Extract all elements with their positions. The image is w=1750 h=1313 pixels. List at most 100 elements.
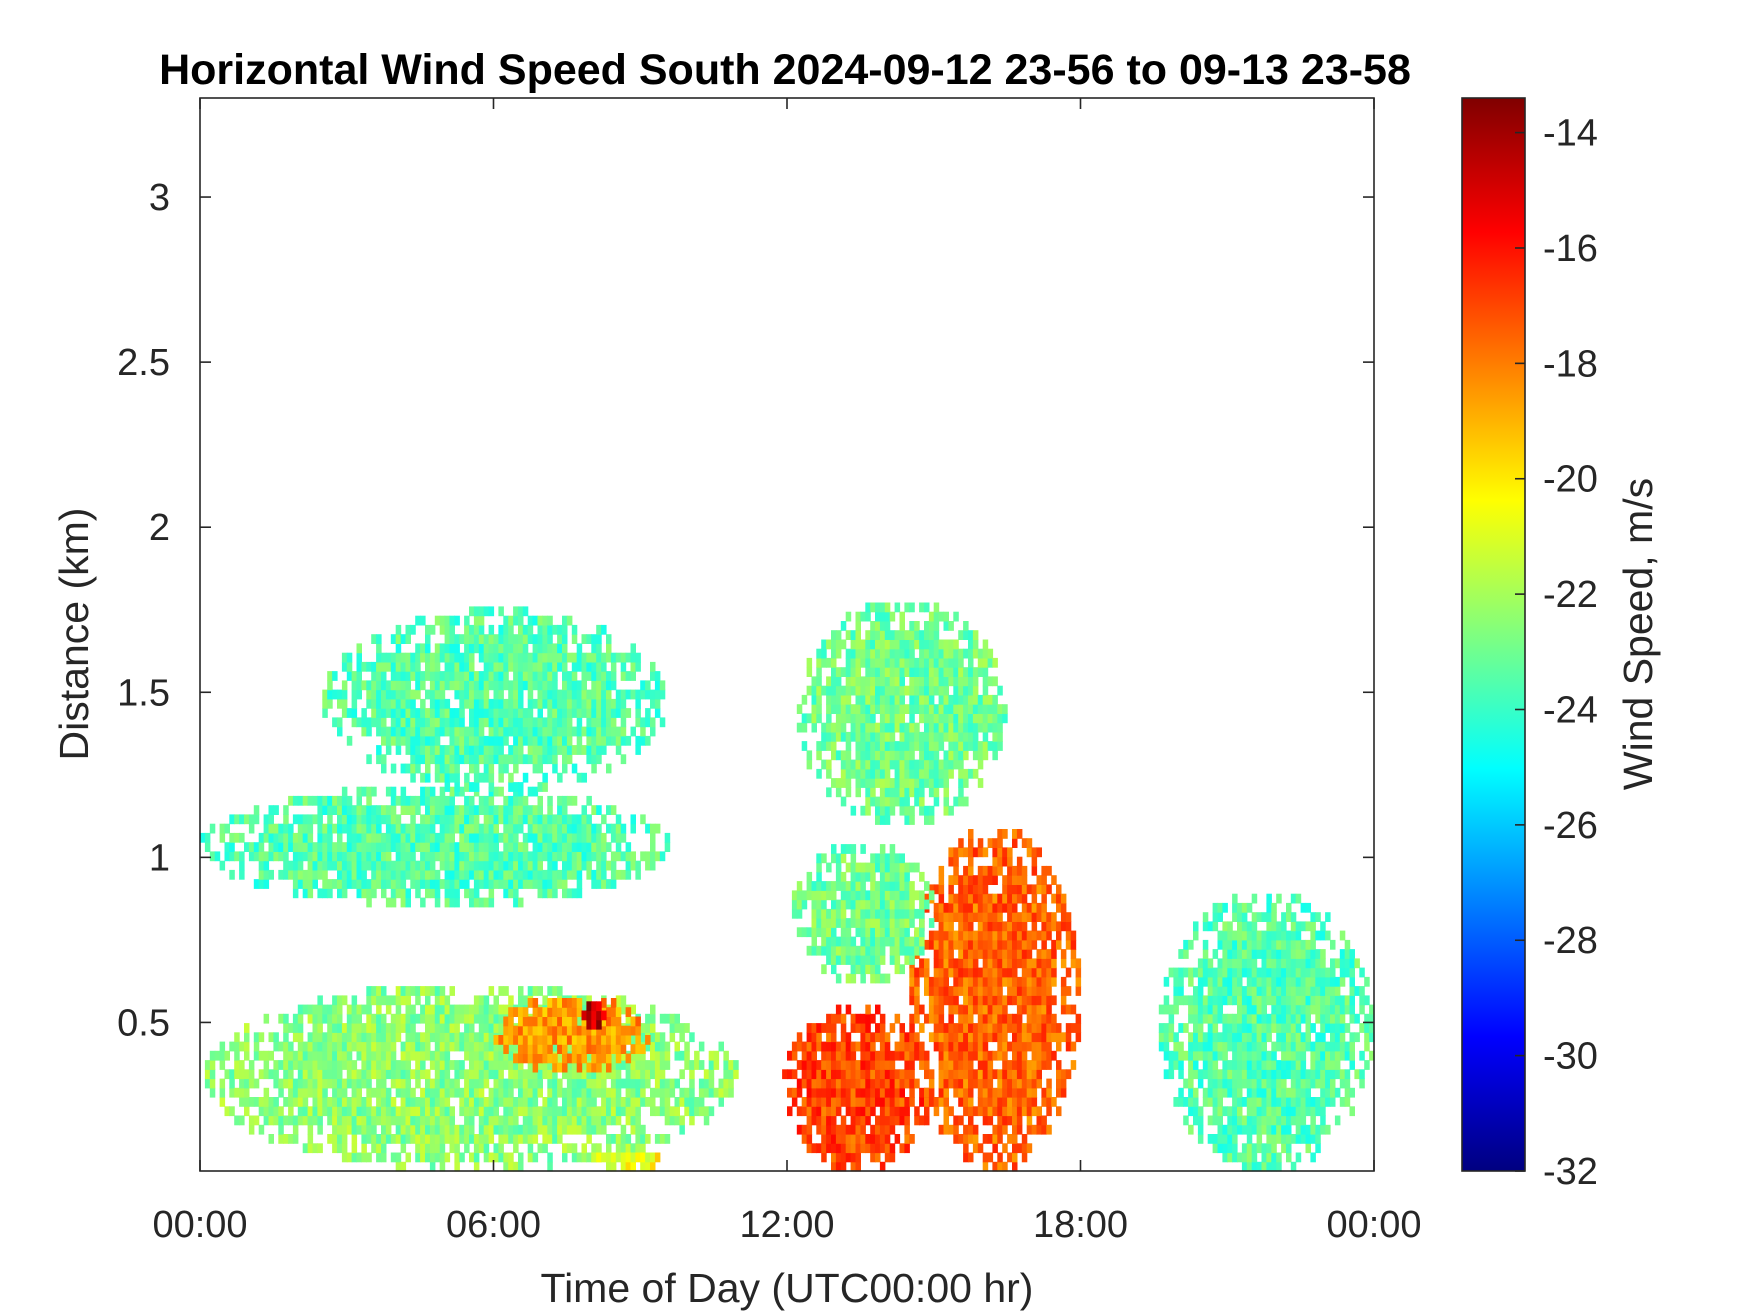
- heatmap-cell: [836, 1106, 842, 1116]
- heatmap-cell: [895, 1134, 901, 1144]
- heatmap-cell: [875, 853, 881, 863]
- heatmap-cell: [420, 773, 426, 783]
- heatmap-cell: [631, 1079, 637, 1089]
- heatmap-cell: [552, 727, 558, 737]
- heatmap-cell: [474, 1005, 480, 1015]
- heatmap-cell: [332, 861, 338, 871]
- heatmap-cell: [816, 1116, 822, 1126]
- heatmap-cell: [508, 616, 514, 626]
- heatmap-cell: [396, 796, 402, 806]
- heatmap-cell: [1027, 1032, 1033, 1042]
- heatmap-cell: [229, 851, 235, 861]
- heatmap-cell: [958, 1134, 964, 1144]
- heatmap-cell: [919, 1097, 925, 1107]
- heatmap-cell: [1046, 1088, 1052, 1098]
- heatmap-cell: [484, 879, 490, 889]
- heatmap-cell: [503, 1017, 509, 1027]
- heatmap-cell: [489, 796, 495, 806]
- heatmap-cell: [988, 838, 994, 848]
- heatmap-cell: [1041, 921, 1047, 931]
- heatmap-cell: [978, 866, 984, 876]
- heatmap-cell: [1046, 986, 1052, 996]
- heatmap-cell: [572, 851, 578, 861]
- heatmap-cell: [826, 927, 832, 937]
- heatmap-cell: [655, 690, 661, 700]
- heatmap-cell: [366, 727, 372, 737]
- heatmap-cell: [860, 1023, 866, 1033]
- heatmap-cell: [616, 1153, 622, 1163]
- heatmap-cell: [988, 986, 994, 996]
- heatmap-cell: [376, 662, 382, 672]
- heatmap-cell: [445, 1060, 451, 1070]
- heatmap-cell: [410, 814, 416, 824]
- heatmap-cell: [582, 842, 588, 852]
- heatmap-cell: [684, 1042, 690, 1052]
- heatmap-cell: [944, 940, 950, 950]
- heatmap-cell: [621, 1079, 627, 1089]
- heatmap-cell: [205, 1079, 211, 1089]
- heatmap-cell: [968, 1005, 974, 1015]
- heatmap-cell: [386, 1060, 392, 1070]
- heatmap-cell: [577, 745, 583, 755]
- heatmap-cell: [816, 1079, 822, 1089]
- heatmap-cell: [542, 653, 548, 663]
- heatmap-cell: [381, 653, 387, 663]
- heatmap-cell: [273, 1069, 279, 1079]
- heatmap-cell: [596, 653, 602, 663]
- heatmap-cell: [919, 750, 925, 760]
- heatmap-cell: [924, 1014, 930, 1024]
- heatmap-cell: [939, 968, 945, 978]
- heatmap-cell: [953, 1116, 959, 1126]
- heatmap-cell: [562, 861, 568, 871]
- heatmap-cell: [909, 760, 915, 770]
- heatmap-cell: [591, 671, 597, 681]
- heatmap-cell: [327, 690, 333, 700]
- heatmap-cell: [851, 713, 857, 723]
- heatmap-cell: [802, 900, 808, 910]
- heatmap-cell: [484, 643, 490, 653]
- heatmap-cell: [934, 1097, 940, 1107]
- heatmap-cell: [567, 680, 573, 690]
- heatmap-cell: [435, 814, 441, 824]
- heatmap-cell: [606, 1017, 612, 1027]
- heatmap-cell: [293, 861, 299, 871]
- heatmap-cell: [386, 879, 392, 889]
- heatmap-cell: [875, 1134, 881, 1144]
- heatmap-cell: [376, 805, 382, 815]
- heatmap-cell: [812, 1051, 818, 1061]
- heatmap-cell: [450, 851, 456, 861]
- heatmap-cell: [322, 796, 328, 806]
- heatmap-cell: [841, 927, 847, 937]
- heatmap-cell: [1017, 921, 1023, 931]
- heatmap-cell: [645, 717, 651, 727]
- heatmap-cell: [919, 787, 925, 797]
- heatmap-cell: [865, 797, 871, 807]
- heatmap-cell: [1022, 884, 1028, 894]
- heatmap-cell: [1032, 857, 1038, 867]
- heatmap-cell: [1012, 1023, 1018, 1033]
- heatmap-cell: [454, 634, 460, 644]
- heatmap-cell: [1041, 1125, 1047, 1135]
- heatmap-cell: [479, 842, 485, 852]
- heatmap-cell: [562, 625, 568, 635]
- heatmap-cell: [904, 1079, 910, 1089]
- heatmap-cell: [288, 1134, 294, 1144]
- heatmap-cell: [978, 1051, 984, 1061]
- heatmap-cell: [425, 1153, 431, 1163]
- heatmap-cell: [973, 958, 979, 968]
- heatmap-cell: [430, 986, 436, 996]
- heatmap-cell: [494, 1125, 500, 1135]
- heatmap-cell: [885, 890, 891, 900]
- heatmap-cell: [396, 861, 402, 871]
- heatmap-cell: [1007, 968, 1013, 978]
- heatmap-cell: [826, 787, 832, 797]
- heatmap-cell: [836, 1079, 842, 1089]
- heatmap-cell: [337, 690, 343, 700]
- heatmap-cell: [988, 894, 994, 904]
- heatmap-cell: [856, 1042, 862, 1052]
- heatmap-cell: [973, 912, 979, 922]
- heatmap-cell: [523, 805, 529, 815]
- heatmap-cell: [640, 1079, 646, 1089]
- heatmap-cell: [841, 1088, 847, 1098]
- heatmap-cell: [538, 833, 544, 843]
